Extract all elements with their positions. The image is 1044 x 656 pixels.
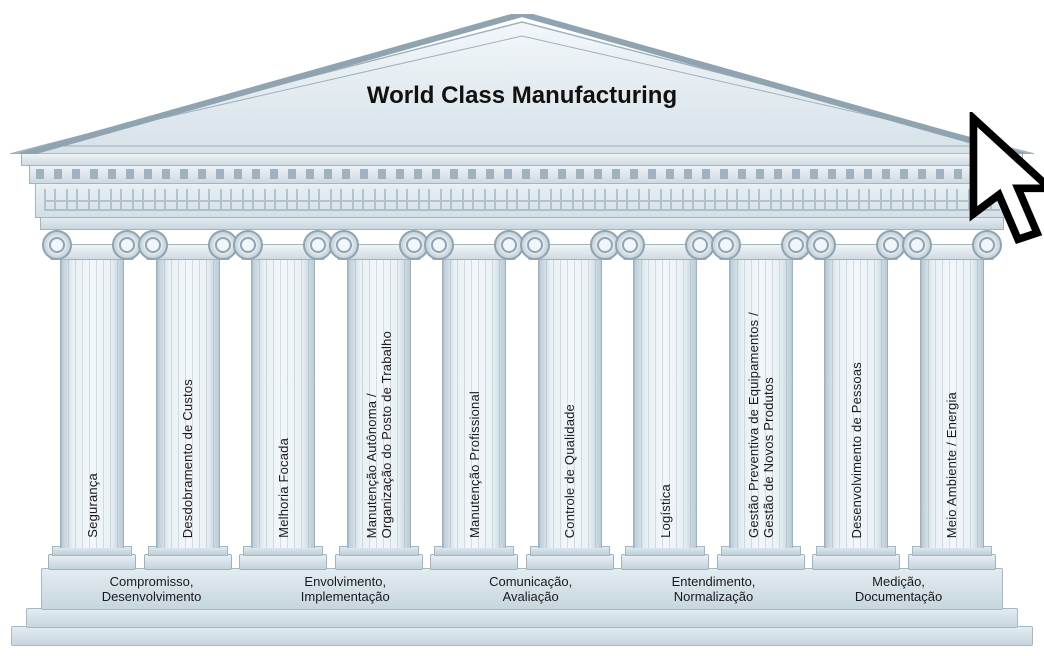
pillar: Logística xyxy=(625,230,705,570)
temple-diagram: Compromisso, Desenvolvimento Envolviment… xyxy=(0,0,1044,656)
volute-icon xyxy=(233,230,263,260)
volute-icon xyxy=(42,230,72,260)
pillar-label: Segurança xyxy=(85,473,100,538)
pillar: Desdobramento de Custos xyxy=(148,230,228,570)
pillar-label: Gestão Preventiva de Equipamentos / Gest… xyxy=(746,312,776,538)
foundation-item: Envolvimento, Implementação xyxy=(301,575,390,605)
foundation-item: Comunicação, Avaliação xyxy=(489,575,572,605)
pillar: Manutenção Autônoma / Organização do Pos… xyxy=(339,230,419,570)
foundation-item: Compromisso, Desenvolvimento xyxy=(102,575,202,605)
volute-icon xyxy=(424,230,454,260)
pillar: Desenvolvimento de Pessoas xyxy=(816,230,896,570)
step-middle xyxy=(26,608,1018,628)
pillar-label: Desdobramento de Custos xyxy=(180,379,195,538)
pediment: World Class Manufacturing xyxy=(10,14,1034,154)
volute-icon xyxy=(329,230,359,260)
volute-icon xyxy=(138,230,168,260)
pillar-label: Controle de Qualidade xyxy=(562,404,577,538)
pillar: Meio Ambiente / Energia xyxy=(912,230,992,570)
pillar-row: Segurança Desdobramento de Custos Melhor… xyxy=(52,230,992,570)
pillar-label: Desenvolvimento de Pessoas xyxy=(849,362,864,538)
foundation-item: Entendimento, Normalização xyxy=(672,575,756,605)
foundation-item: Medição, Documentação xyxy=(855,575,942,605)
pillar-label: Melhoria Focada xyxy=(276,438,291,538)
pillar-label: Meio Ambiente / Energia xyxy=(944,392,959,538)
pillar-label: Manutenção Autônoma / Organização do Pos… xyxy=(364,331,394,538)
diagram-title: World Class Manufacturing xyxy=(10,82,1034,110)
pillar: Controle de Qualidade xyxy=(530,230,610,570)
foundation-row: Compromisso, Desenvolvimento Envolviment… xyxy=(52,572,992,608)
pillar-label: Manutenção Profissional xyxy=(467,391,482,538)
cursor-icon xyxy=(506,112,1044,252)
pillar: Gestão Preventiva de Equipamentos / Gest… xyxy=(721,230,801,570)
pillar: Melhoria Focada xyxy=(243,230,323,570)
step-bottom xyxy=(11,626,1033,646)
pillar-label: Logística xyxy=(658,484,673,538)
pillar: Manutenção Profissional xyxy=(434,230,514,570)
pillar: Segurança xyxy=(52,230,132,570)
